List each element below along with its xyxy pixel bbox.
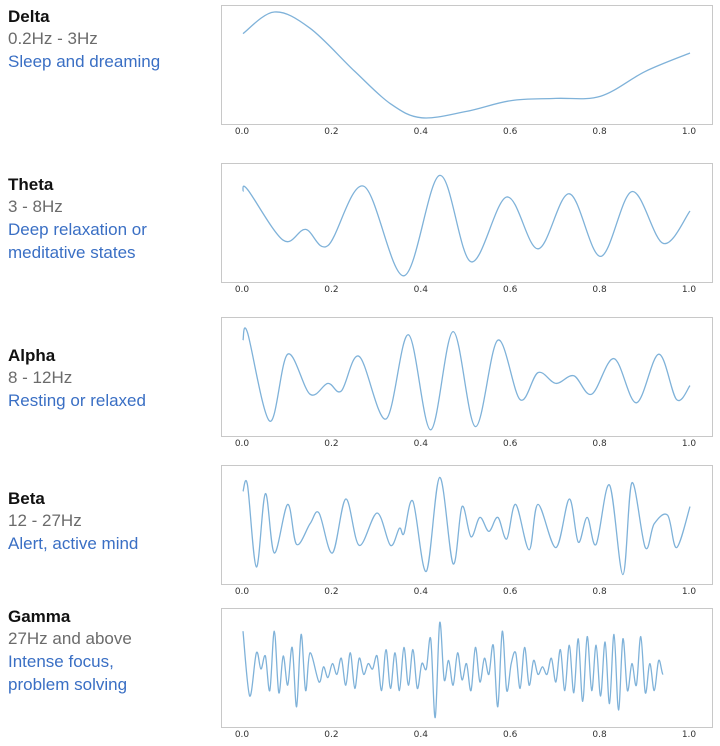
band-description: Resting or relaxed: [8, 391, 146, 410]
x-tick-label: 0.6: [503, 285, 518, 295]
x-tick-label: 0.0: [234, 587, 250, 597]
waveform-line: [242, 327, 691, 431]
x-tick-label: 0.2: [324, 285, 339, 295]
x-tick-label: 0.6: [503, 587, 518, 597]
x-tick-label: 0.6: [503, 439, 518, 449]
x-axis-ticks: 0.0 0.2 0.4 0.6 0.8 1.0: [221, 285, 713, 299]
band-range: 8 - 12Hz: [8, 368, 73, 387]
band-name: Delta: [8, 7, 50, 26]
band-name: Theta: [8, 175, 54, 194]
band-description: Alert, active mind: [8, 534, 139, 553]
band-name: Gamma: [8, 607, 71, 626]
x-tick-label: 1.0: [681, 587, 697, 597]
band-range: 27Hz and above: [8, 629, 132, 648]
waveform-line: [242, 11, 691, 119]
x-tick-label: 0.8: [592, 439, 607, 449]
x-tick-label: 0.2: [324, 730, 339, 740]
band-description: meditative states: [8, 243, 136, 262]
x-axis-ticks: 0.0 0.2 0.4 0.6 0.8 1.0: [221, 439, 713, 453]
x-tick-label: 0.4: [413, 127, 428, 137]
x-tick-label: 0.0: [234, 285, 250, 295]
wave-plot-alpha: [221, 317, 713, 437]
band-name: Beta: [8, 489, 45, 508]
x-tick-label: 0.2: [324, 127, 339, 137]
band-label: Gamma 27Hz and above Intense focus, prob…: [8, 606, 213, 696]
x-axis-ticks: 0.0 0.2 0.4 0.6 0.8 1.0: [221, 587, 713, 601]
wave-plot-gamma: [221, 608, 713, 728]
band-label: Delta 0.2Hz - 3Hz Sleep and dreaming: [8, 6, 213, 73]
x-tick-label: 0.4: [413, 587, 428, 597]
x-tick-label: 0.2: [324, 439, 339, 449]
band-description: Deep relaxation or: [8, 220, 147, 239]
band-label: Theta 3 - 8Hz Deep relaxation or meditat…: [8, 174, 213, 264]
band-range: 0.2Hz - 3Hz: [8, 29, 98, 48]
x-tick-label: 0.4: [413, 439, 428, 449]
x-tick-label: 0.8: [592, 730, 607, 740]
wave-plot-theta: [221, 163, 713, 283]
band-range: 3 - 8Hz: [8, 197, 63, 216]
x-tick-label: 1.0: [681, 439, 697, 449]
x-tick-label: 0.4: [413, 285, 428, 295]
waveform-line: [242, 621, 664, 719]
x-tick-label: 0.0: [234, 127, 250, 137]
x-tick-label: 1.0: [681, 127, 697, 137]
band-name: Alpha: [8, 346, 56, 365]
x-tick-label: 0.8: [592, 285, 607, 295]
x-tick-label: 0.8: [592, 127, 607, 137]
x-axis-ticks: 0.0 0.2 0.4 0.6 0.8 1.0: [221, 730, 713, 744]
x-tick-label: 0.8: [592, 587, 607, 597]
wave-plot-delta: [221, 5, 713, 125]
x-tick-label: 0.0: [234, 730, 250, 740]
band-delta: Delta 0.2Hz - 3Hz Sleep and dreaming: [0, 0, 720, 150]
wave-plot-beta: [221, 465, 713, 585]
band-description: Intense focus,: [8, 652, 114, 671]
x-tick-label: 1.0: [681, 730, 697, 740]
band-description: Sleep and dreaming: [8, 52, 161, 71]
waveform-line: [242, 174, 691, 277]
waveform-line: [242, 476, 691, 576]
x-tick-label: 0.6: [503, 127, 518, 137]
band-label: Alpha 8 - 12Hz Resting or relaxed: [8, 345, 213, 412]
x-tick-label: 0.0: [234, 439, 250, 449]
band-description: problem solving: [8, 675, 128, 694]
band-range: 12 - 27Hz: [8, 511, 82, 530]
x-tick-label: 0.2: [324, 587, 339, 597]
x-axis-ticks: 0.0 0.2 0.4 0.6 0.8 1.0: [221, 127, 713, 141]
x-tick-label: 0.4: [413, 730, 428, 740]
x-tick-label: 0.6: [503, 730, 518, 740]
band-label: Beta 12 - 27Hz Alert, active mind: [8, 488, 213, 555]
x-tick-label: 1.0: [681, 285, 697, 295]
